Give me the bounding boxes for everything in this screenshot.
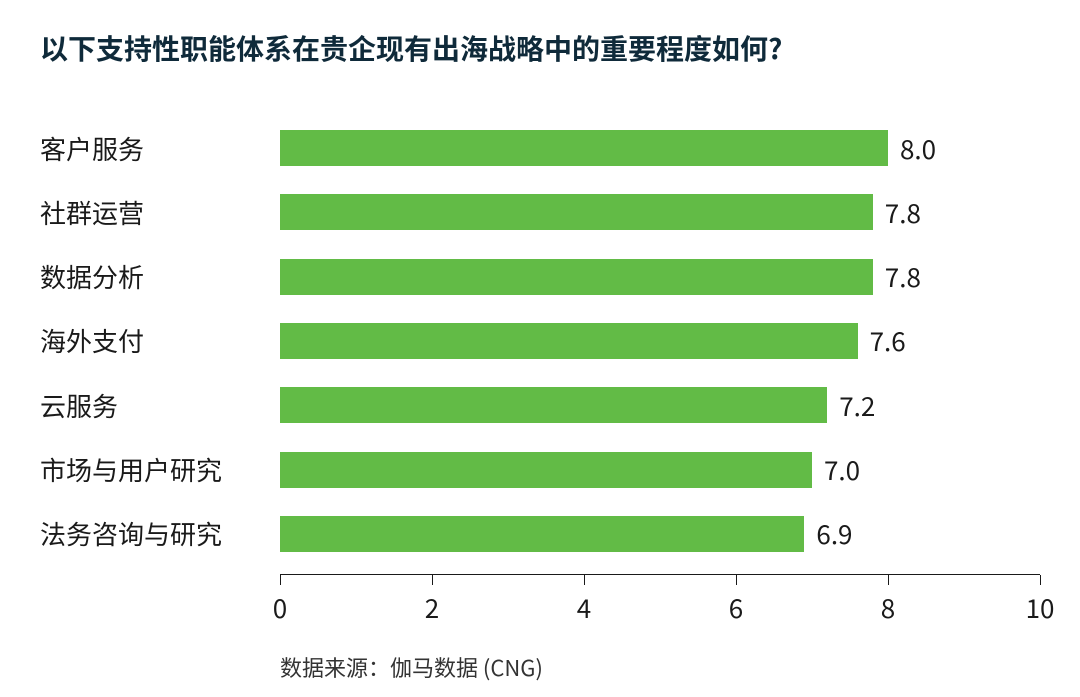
y-axis-label: 数据分析	[40, 258, 280, 295]
x-axis-tick-label: 10	[1026, 589, 1055, 626]
bar-value: 7.8	[885, 258, 921, 295]
x-axis-tick	[280, 575, 281, 585]
x-axis-tick-label: 8	[881, 589, 895, 626]
y-axis-label: 市场与用户研究	[40, 451, 280, 488]
y-axis-label: 云服务	[40, 387, 280, 424]
bar	[280, 323, 858, 359]
bar-value: 6.9	[816, 515, 852, 552]
y-axis-label: 海外支付	[40, 322, 280, 359]
bar-row: 7.8	[280, 180, 1040, 244]
bars-stack: 8.0 7.8 7.8 7.6 7.2	[280, 116, 1040, 566]
chart-source: 数据来源：伽马数据 (CNG)	[280, 651, 543, 683]
bar	[280, 259, 873, 295]
bar-value: 7.8	[885, 194, 921, 231]
bar	[280, 130, 888, 166]
bar-row: 8.0	[280, 116, 1040, 180]
x-axis-labels: 0246810	[280, 575, 1040, 615]
chart-title: 以下支持性职能体系在贵企现有出海战略中的重要程度如何?	[40, 28, 1040, 68]
bar-row: 7.0	[280, 437, 1040, 501]
bars-area: 8.0 7.8 7.8 7.6 7.2	[280, 116, 1040, 566]
x-axis-tick	[584, 575, 585, 585]
bar-row: 7.2	[280, 373, 1040, 437]
x-axis-tick	[736, 575, 737, 585]
bar	[280, 387, 827, 423]
plot-area: 客户服务 社群运营 数据分析 海外支付 云服务 市场与用户研究 法务咨询与研究 …	[40, 116, 1040, 566]
x-axis-tick-label: 6	[729, 589, 743, 626]
x-axis: 0246810	[280, 574, 1040, 615]
y-axis-label: 法务咨询与研究	[40, 515, 280, 552]
bar	[280, 194, 873, 230]
x-axis-tick-label: 4	[577, 589, 591, 626]
x-axis-tick-label: 0	[273, 589, 287, 626]
bar-value: 7.2	[839, 387, 875, 424]
bar	[280, 452, 812, 488]
bar-value: 7.6	[870, 322, 906, 359]
y-axis-labels: 客户服务 社群运营 数据分析 海外支付 云服务 市场与用户研究 法务咨询与研究	[40, 116, 280, 566]
x-axis-tick	[1040, 575, 1041, 585]
x-axis-tick	[432, 575, 433, 585]
bar-value: 7.0	[824, 451, 860, 488]
bar-value: 8.0	[900, 130, 936, 167]
x-axis-tick	[888, 575, 889, 585]
y-axis-label: 客户服务	[40, 130, 280, 167]
bar-chart: 以下支持性职能体系在贵企现有出海战略中的重要程度如何? 客户服务 社群运营 数据…	[0, 0, 1080, 697]
bar	[280, 516, 804, 552]
bar-row: 6.9	[280, 502, 1040, 566]
y-axis-label: 社群运营	[40, 194, 280, 231]
bar-row: 7.8	[280, 245, 1040, 309]
bar-row: 7.6	[280, 309, 1040, 373]
x-axis-tick-label: 2	[425, 589, 439, 626]
